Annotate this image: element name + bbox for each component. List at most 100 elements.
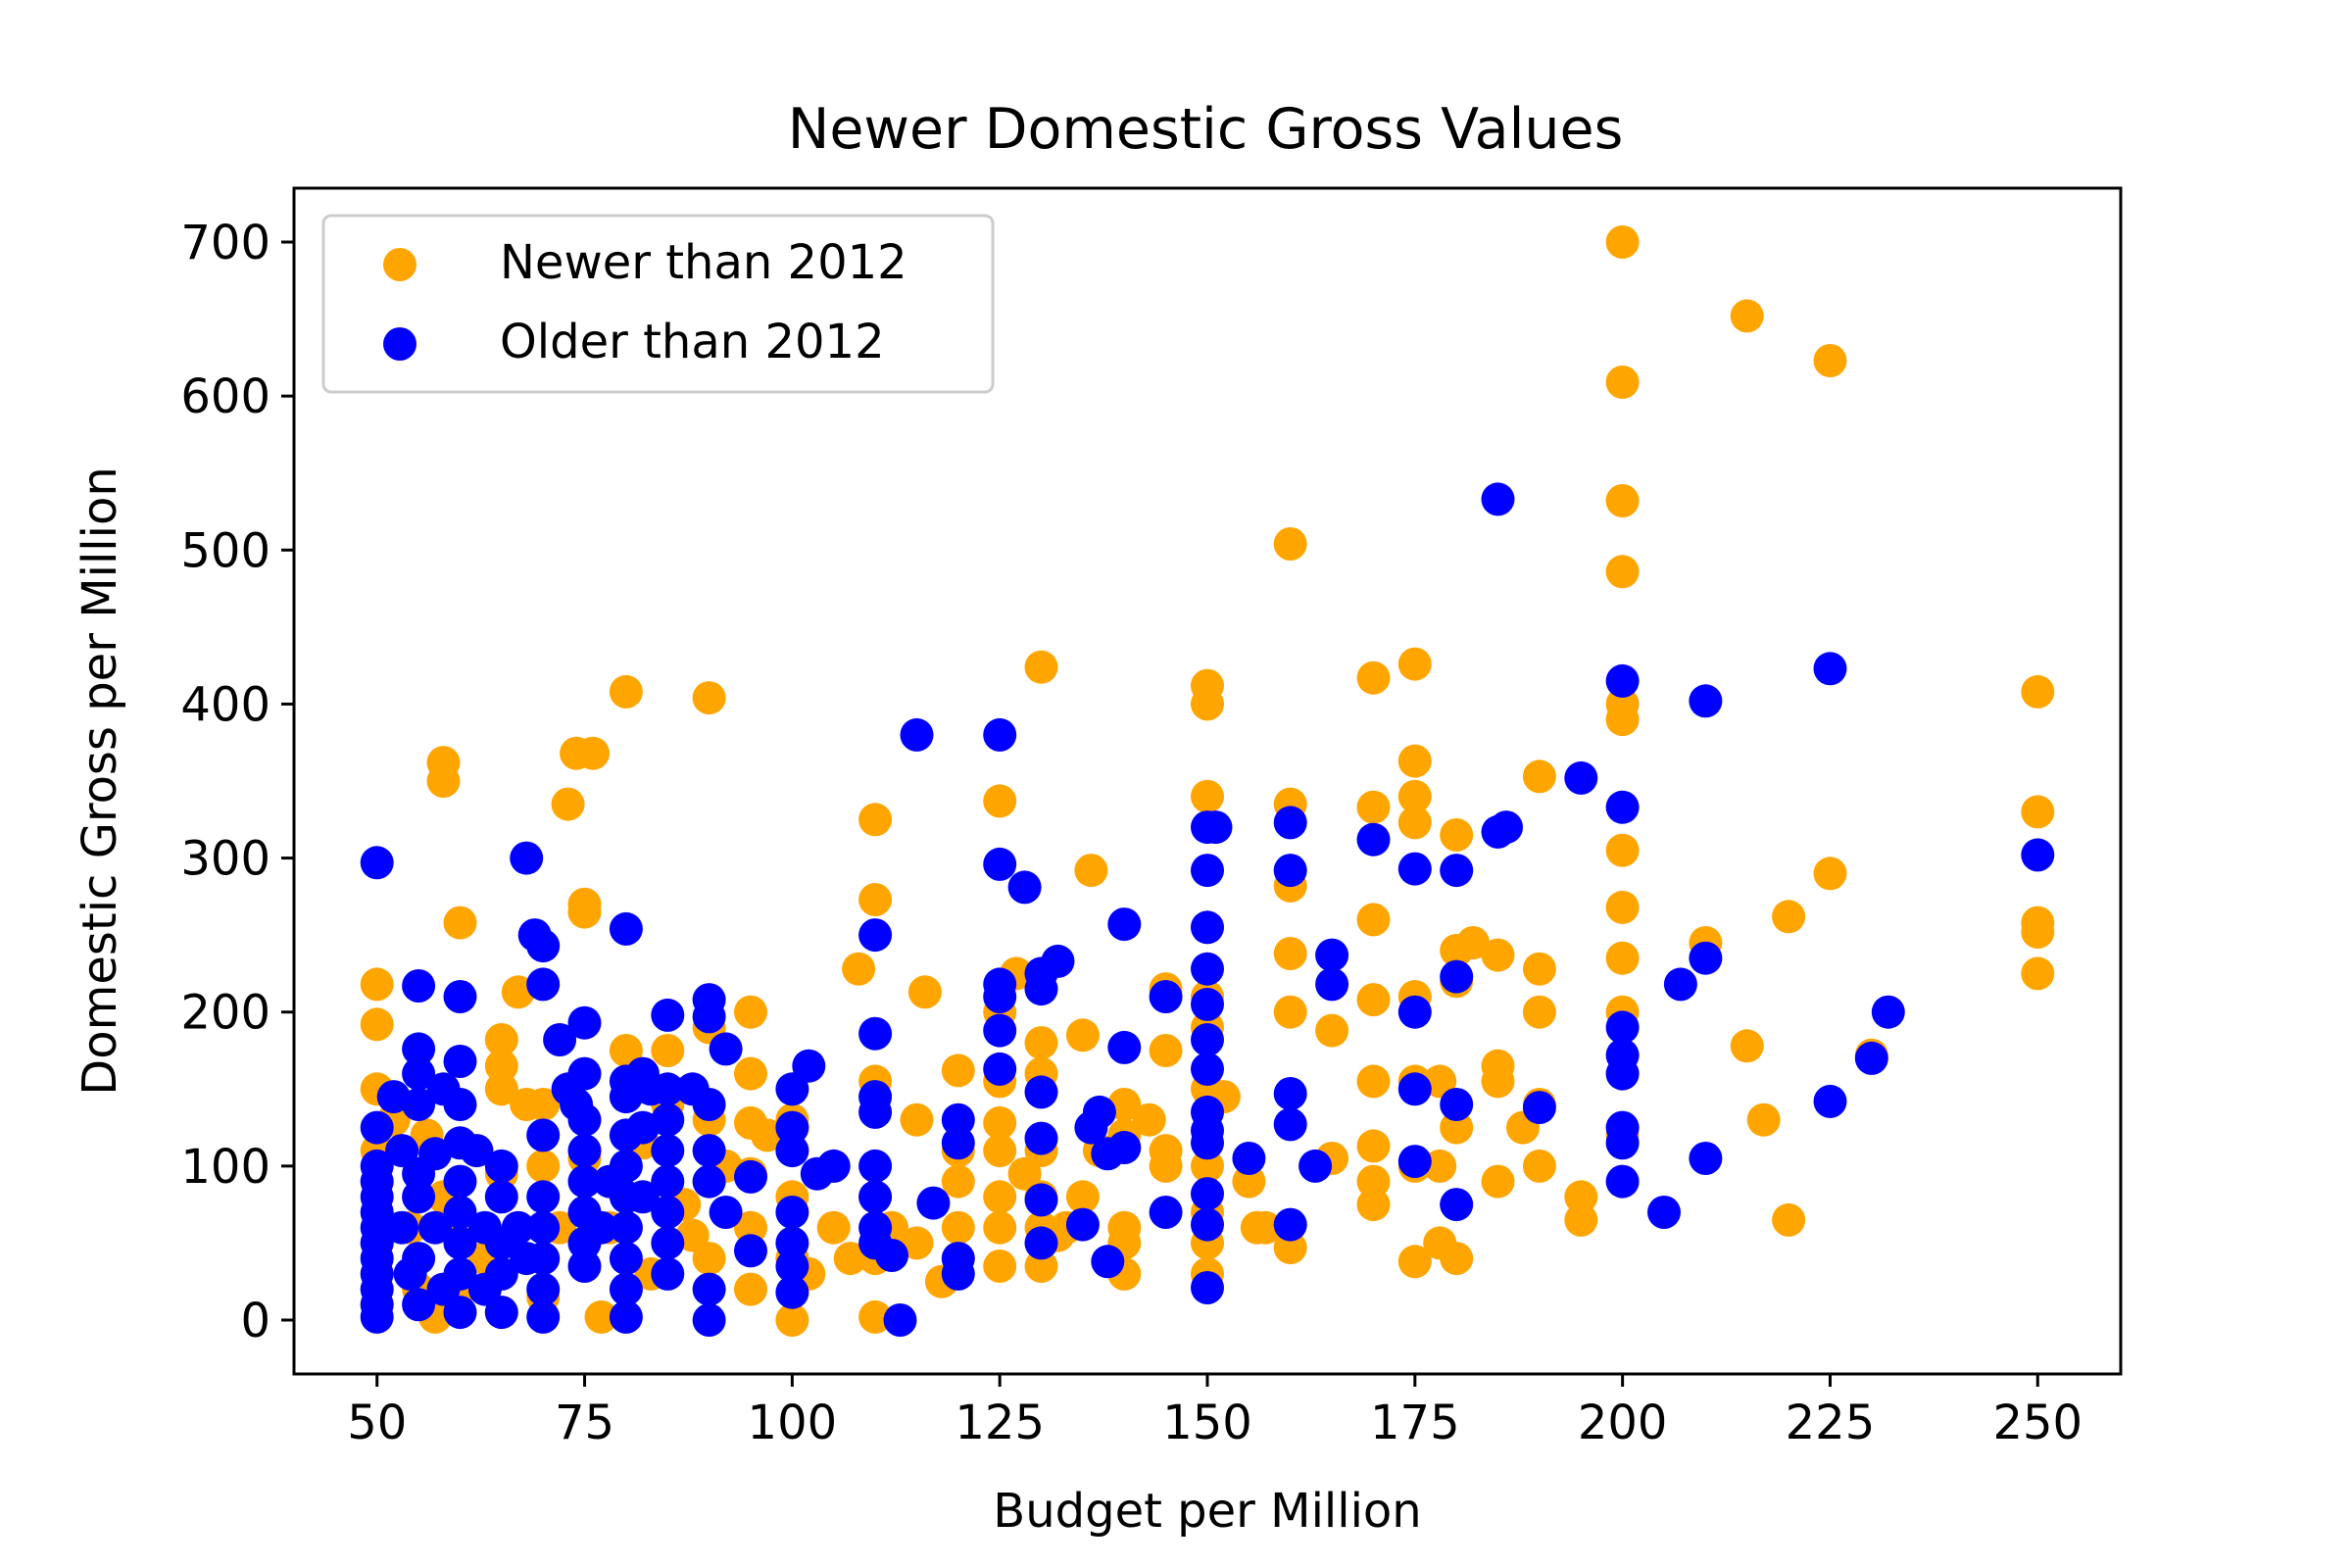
data-point xyxy=(484,1180,518,1214)
data-point xyxy=(1232,1164,1266,1199)
data-point xyxy=(692,1088,726,1121)
data-point xyxy=(775,1072,809,1106)
data-point xyxy=(651,1134,685,1168)
data-point xyxy=(1232,1142,1266,1175)
data-point xyxy=(567,895,602,929)
data-point xyxy=(443,1196,477,1229)
data-point xyxy=(418,1210,452,1245)
data-point xyxy=(609,1299,643,1334)
data-point xyxy=(1191,1149,1224,1183)
data-point xyxy=(526,1149,561,1183)
data-point xyxy=(941,1054,975,1088)
data-point xyxy=(443,1296,477,1330)
data-point xyxy=(858,918,893,953)
data-point xyxy=(526,1118,561,1152)
data-point xyxy=(1605,941,1640,975)
y-axis-ticks: 0 100 200 300 400 500 600 700 xyxy=(180,216,294,1348)
data-point xyxy=(1191,910,1224,945)
data-point xyxy=(651,998,685,1032)
data-point xyxy=(941,1126,975,1160)
data-point xyxy=(1522,1091,1556,1125)
data-point xyxy=(651,1196,685,1229)
data-point xyxy=(775,1196,809,1229)
data-point xyxy=(1273,995,1307,1029)
data-point xyxy=(709,1032,743,1066)
data-point xyxy=(526,1272,561,1306)
data-point xyxy=(1522,995,1556,1029)
data-point xyxy=(1746,1102,1781,1137)
data-point xyxy=(426,764,461,798)
data-point xyxy=(360,967,394,1002)
data-point xyxy=(1522,760,1556,794)
data-point xyxy=(692,1242,726,1276)
data-point xyxy=(983,1250,1017,1283)
data-point xyxy=(501,1210,535,1245)
data-point xyxy=(526,1210,561,1245)
data-point xyxy=(1605,366,1640,399)
data-point xyxy=(2021,838,2055,872)
data-point xyxy=(875,1239,908,1272)
y-tick-label: 100 xyxy=(180,1140,270,1195)
data-point xyxy=(1605,1126,1640,1160)
data-point xyxy=(1315,938,1349,972)
x-tick-label: 150 xyxy=(1162,1396,1252,1450)
data-point xyxy=(692,1000,726,1034)
x-tick-label: 200 xyxy=(1578,1396,1668,1450)
data-point xyxy=(1191,687,1224,721)
data-point xyxy=(1273,1107,1307,1142)
data-point xyxy=(1522,952,1556,986)
data-point xyxy=(692,1303,726,1337)
data-point xyxy=(651,1072,685,1106)
data-point xyxy=(360,846,394,880)
data-point xyxy=(1107,1030,1142,1064)
data-point xyxy=(543,1023,577,1056)
data-point xyxy=(916,1186,951,1220)
x-tick-label: 75 xyxy=(555,1396,614,1450)
data-point xyxy=(402,969,436,1003)
data-point xyxy=(1149,980,1183,1013)
data-point xyxy=(1605,1056,1640,1091)
legend-label-newer: Newer than 2012 xyxy=(500,235,907,290)
data-point xyxy=(833,1242,867,1276)
data-point xyxy=(1813,857,1847,891)
data-point xyxy=(402,1180,436,1214)
data-point xyxy=(1397,852,1432,886)
data-point xyxy=(1149,1196,1183,1229)
series-older xyxy=(360,482,2055,1337)
data-point xyxy=(484,1256,518,1291)
data-point xyxy=(816,1149,851,1183)
data-point xyxy=(1481,1064,1515,1099)
data-point xyxy=(1440,1188,1474,1222)
data-point xyxy=(775,1275,809,1309)
data-point xyxy=(1564,1180,1598,1214)
data-point xyxy=(1356,790,1391,824)
data-point xyxy=(750,1118,784,1152)
data-point xyxy=(1440,1242,1474,1276)
data-point xyxy=(858,803,893,837)
data-point xyxy=(510,841,544,875)
data-point xyxy=(360,1299,394,1334)
data-point xyxy=(983,784,1017,818)
data-point xyxy=(484,1296,518,1330)
data-point xyxy=(576,736,610,770)
x-tick-label: 100 xyxy=(748,1396,838,1450)
data-point xyxy=(567,1005,602,1040)
x-tick-label: 175 xyxy=(1370,1396,1460,1450)
data-point xyxy=(734,1272,767,1306)
data-point xyxy=(1191,987,1224,1021)
data-point xyxy=(526,929,561,963)
data-point xyxy=(2021,795,2055,829)
data-point xyxy=(651,1164,685,1199)
data-point xyxy=(941,1256,975,1291)
data-point xyxy=(385,1210,419,1245)
data-point xyxy=(1689,1142,1723,1175)
data-point xyxy=(443,906,477,940)
data-point xyxy=(443,1088,477,1121)
y-tick-label: 500 xyxy=(180,523,270,578)
data-point xyxy=(1730,1029,1764,1063)
data-point xyxy=(1191,1271,1224,1304)
data-point xyxy=(858,1095,893,1129)
data-point xyxy=(584,1299,618,1334)
legend-label-older: Older than 2012 xyxy=(500,315,885,369)
x-tick-label: 250 xyxy=(1992,1396,2082,1450)
